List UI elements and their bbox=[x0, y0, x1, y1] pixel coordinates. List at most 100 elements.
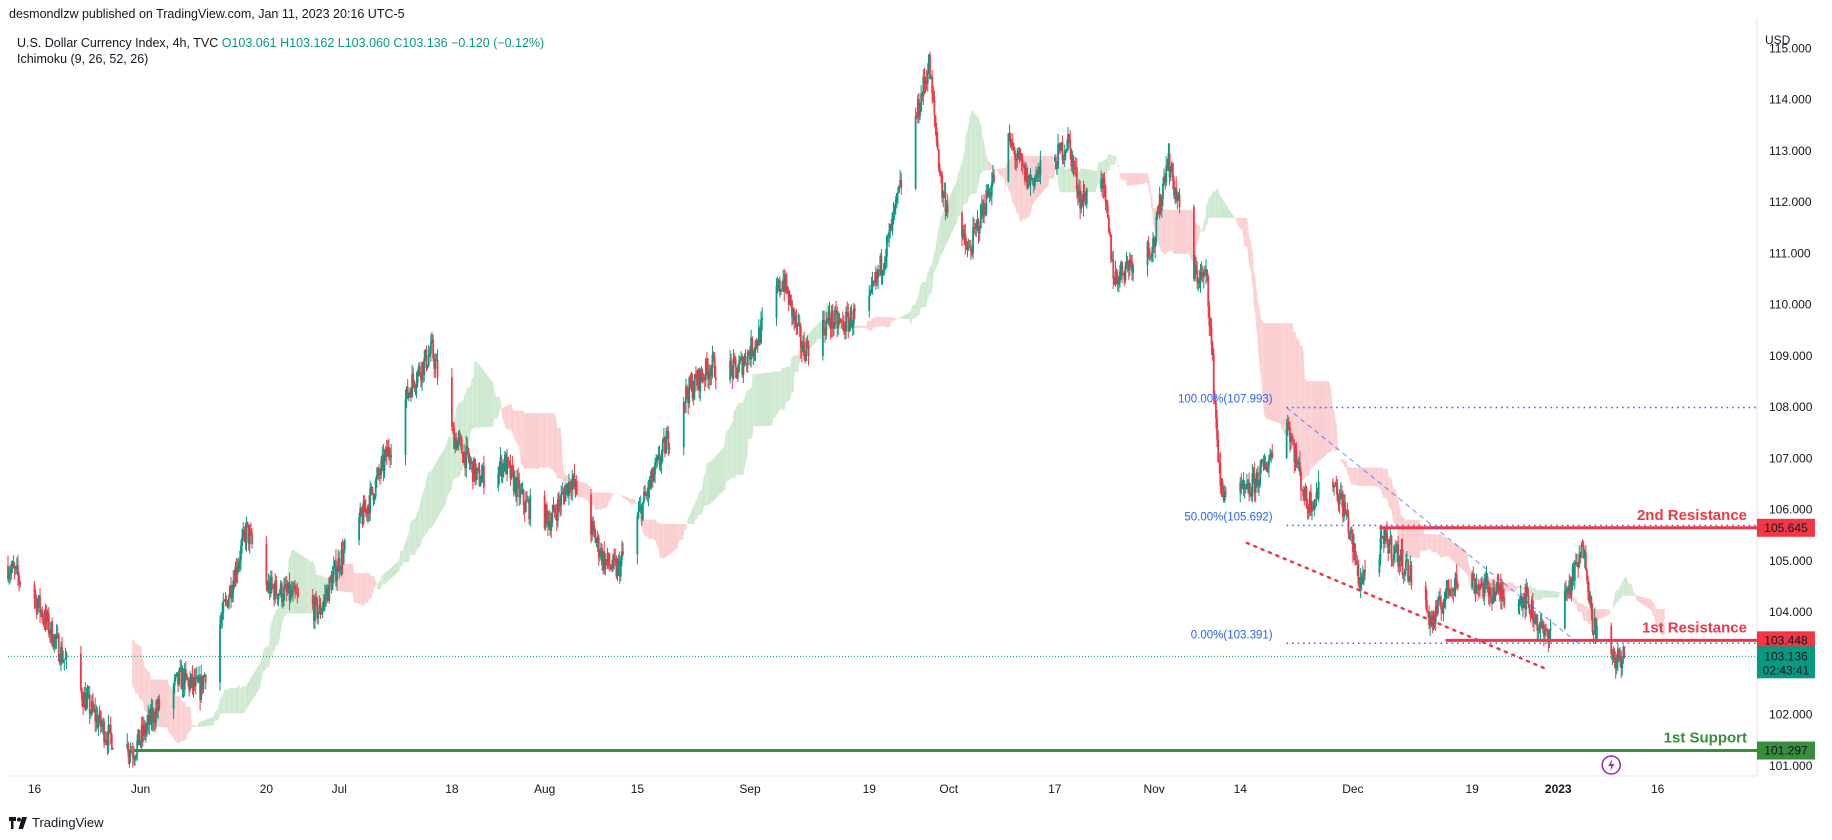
candle-body bbox=[128, 754, 131, 757]
ichimoku-cloud-segment bbox=[967, 118, 970, 202]
ichimoku-cloud-segment bbox=[1373, 467, 1375, 487]
ichimoku-cloud-segment bbox=[598, 492, 600, 510]
candle-body bbox=[470, 461, 473, 464]
candle-body bbox=[591, 521, 594, 535]
symbol-legend[interactable]: U.S. Dollar Currency Index, 4h, TVC O103… bbox=[17, 36, 544, 50]
ichimoku-cloud-segment bbox=[430, 470, 432, 529]
candle-body bbox=[696, 378, 698, 386]
ichimoku-cloud-segment bbox=[1538, 590, 1540, 600]
level-price-text: 105.645 bbox=[1764, 521, 1808, 535]
ichimoku-cloud-segment bbox=[592, 492, 594, 506]
candle-body bbox=[637, 511, 640, 517]
candle-body bbox=[224, 599, 227, 602]
ichimoku-cloud-segment bbox=[970, 111, 972, 195]
ichimoku-cloud-segment bbox=[1064, 167, 1066, 193]
ichimoku-cloud-segment bbox=[1119, 165, 1121, 179]
ichimoku-cloud-segment bbox=[1017, 155, 1019, 216]
candle-body bbox=[926, 72, 929, 84]
ichimoku-cloud-segment bbox=[746, 390, 748, 462]
ichimoku-cloud-segment bbox=[878, 317, 880, 327]
candle-body bbox=[827, 312, 830, 321]
ichimoku-cloud-segment bbox=[1574, 597, 1576, 604]
candle-body bbox=[1192, 207, 1195, 280]
candle-body bbox=[963, 230, 966, 235]
ichimoku-cloud-segment bbox=[1622, 579, 1624, 596]
ichimoku-cloud-segment bbox=[1558, 591, 1560, 598]
ichimoku-cloud-segment bbox=[979, 119, 981, 185]
candle-body bbox=[279, 583, 282, 595]
ichimoku-cloud-segment bbox=[190, 706, 192, 732]
candle-body bbox=[189, 680, 192, 690]
candle-body bbox=[568, 481, 570, 496]
ichimoku-cloud-segment bbox=[1624, 577, 1627, 596]
candle-body bbox=[559, 502, 561, 507]
candle-body bbox=[96, 714, 99, 728]
candle-body bbox=[1406, 559, 1408, 561]
candle-body bbox=[1207, 275, 1210, 307]
ichimoku-cloud-segment bbox=[1541, 589, 1543, 599]
candle-body bbox=[455, 438, 458, 450]
ichimoku-cloud-segment bbox=[1249, 239, 1251, 269]
candle-body bbox=[1068, 134, 1071, 140]
indicator-legend[interactable]: Ichimoku (9, 26, 52, 26) bbox=[17, 52, 149, 66]
candle-body bbox=[1069, 139, 1072, 149]
candle-body bbox=[1429, 619, 1432, 626]
ichimoku-cloud-segment bbox=[1142, 173, 1144, 185]
ichimoku-cloud-segment bbox=[611, 493, 613, 498]
candle-body bbox=[1220, 481, 1223, 486]
candle-body bbox=[1501, 589, 1503, 599]
candle-body bbox=[617, 560, 620, 565]
candle-body bbox=[1271, 452, 1274, 458]
candle-body bbox=[265, 544, 268, 586]
ichimoku-cloud-segment bbox=[796, 353, 798, 373]
ichimoku-cloud-segment bbox=[938, 225, 940, 264]
candle-body bbox=[879, 255, 882, 272]
ichimoku-cloud-segment bbox=[1354, 467, 1356, 485]
ichimoku-cloud-segment bbox=[497, 396, 499, 419]
candle-body bbox=[1215, 402, 1217, 418]
ichimoku-cloud-segment bbox=[137, 643, 139, 696]
ichimoku-cloud-segment bbox=[1196, 223, 1198, 248]
candle-body bbox=[1616, 648, 1619, 664]
ichimoku-cloud-segment bbox=[751, 374, 753, 439]
candle-body bbox=[466, 445, 469, 449]
candle-body bbox=[1024, 164, 1026, 181]
footer-brand: TradingView bbox=[32, 815, 104, 830]
candle-body bbox=[1016, 158, 1019, 161]
candle-body bbox=[423, 358, 426, 376]
candle-body bbox=[563, 493, 566, 502]
ichimoku-cloud-segment bbox=[1283, 323, 1285, 435]
candle-body bbox=[286, 590, 289, 593]
ichimoku-cloud-segment bbox=[1470, 569, 1472, 590]
ichimoku-cloud-segment bbox=[793, 355, 795, 393]
candle-body bbox=[1121, 261, 1124, 275]
ichimoku-cloud-segment bbox=[218, 701, 220, 720]
ichimoku-cloud-segment bbox=[224, 689, 226, 714]
ichimoku-cloud-segment bbox=[1334, 410, 1336, 452]
ichimoku-cloud-segment bbox=[1109, 154, 1111, 171]
current-price-badge bbox=[1757, 646, 1815, 679]
candle-body bbox=[1199, 272, 1202, 284]
candle-body bbox=[993, 174, 995, 182]
candle-body bbox=[1057, 144, 1059, 169]
candle-body bbox=[775, 285, 778, 319]
candle-body bbox=[887, 236, 889, 237]
candle-body bbox=[1060, 142, 1063, 151]
ichimoku-cloud-segment bbox=[616, 492, 632, 504]
ichimoku-cloud-segment bbox=[1205, 203, 1207, 231]
candle-body bbox=[330, 579, 333, 590]
candle-body bbox=[792, 309, 794, 317]
candle-body bbox=[1379, 537, 1382, 560]
candle-body bbox=[1022, 164, 1025, 167]
candle-body bbox=[1592, 631, 1595, 634]
candle-body bbox=[93, 708, 96, 710]
candle-body bbox=[936, 140, 939, 151]
ichimoku-cloud-segment bbox=[700, 489, 702, 515]
ichimoku-cloud-segment bbox=[145, 668, 147, 713]
tradingview-footer[interactable]: TradingView bbox=[9, 815, 104, 830]
candle-body bbox=[1391, 559, 1394, 561]
candle-body bbox=[946, 204, 949, 213]
candle-body bbox=[376, 468, 379, 476]
candle-body bbox=[36, 603, 39, 613]
